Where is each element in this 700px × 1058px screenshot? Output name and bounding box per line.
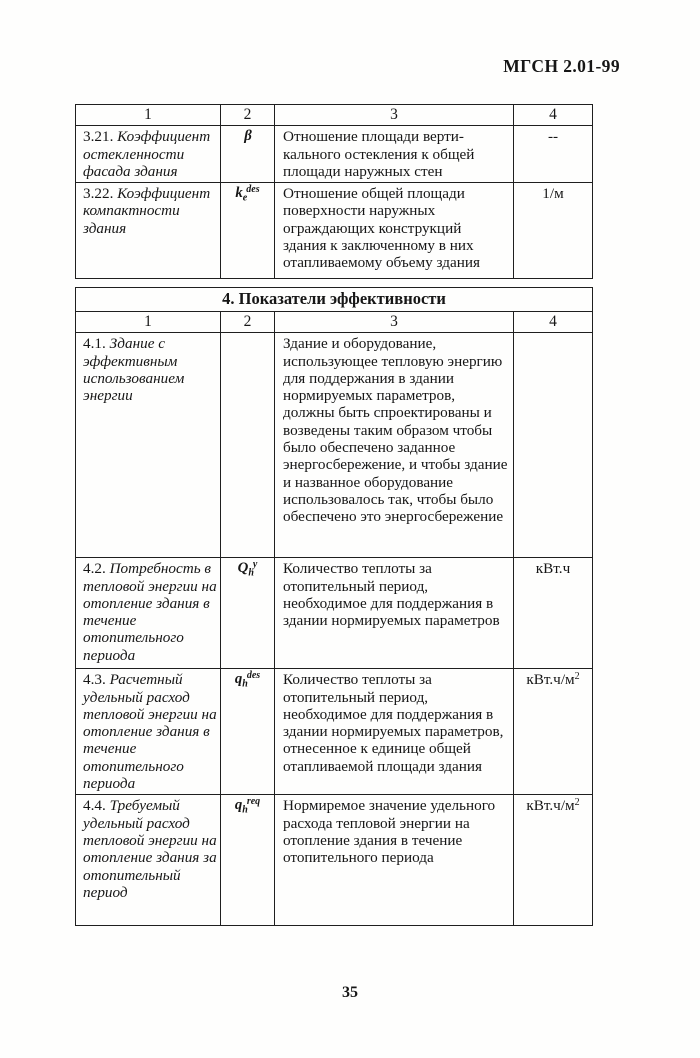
unit-superscript: 2 <box>574 671 580 683</box>
symbol-base: q <box>234 797 243 814</box>
symbol-cell: qhreq <box>220 794 275 927</box>
section-title: 4. Показатели эффективности <box>74 287 594 312</box>
symbol-superscript: des <box>246 669 261 681</box>
symbol-subscript: h <box>242 678 248 690</box>
table-row: 3.21. Коэффициент остекленности фасада з… <box>75 125 593 184</box>
row-number: 4.2. <box>83 560 106 578</box>
term-label: Потребность в тепловой энергии на отопле… <box>83 560 217 664</box>
term-label: Коэффициент компактности здания <box>83 185 211 237</box>
row-number: 3.21. <box>83 128 114 146</box>
term-label: Расчетный удельный расход тепловой энерг… <box>83 671 217 793</box>
symbol-cell: β <box>220 125 275 184</box>
effectiveness-indicators-table: 4. Показатели эффективности 1 2 3 4 4.1.… <box>74 287 594 927</box>
symbol-cell: qhdes <box>220 668 275 796</box>
definition-cell: Нормиремое значение удельного расхода те… <box>274 794 514 927</box>
unit-cell <box>512 332 594 559</box>
row-number: 4.3. <box>83 671 106 689</box>
symbol-base: Q <box>237 560 249 577</box>
unit-cell: кВт.ч <box>512 557 594 670</box>
table-row: 4.1. Здание с эффективным использованием… <box>75 332 594 559</box>
term-cell: 4.3. Расчетный удельный расход тепловой … <box>75 668 221 796</box>
row-number: 4.4. <box>83 797 106 815</box>
table-row: 3.22. Коэффициент компактности здания ke… <box>75 182 593 280</box>
term-cell: 3.22. Коэффициент компактности здания <box>75 182 221 280</box>
symbol-superscript: y <box>252 558 258 570</box>
unit-label: кВт.ч <box>535 560 571 578</box>
definition-cell: Отношение общей площади поверхности нару… <box>274 182 514 280</box>
unit-label: -- <box>547 128 559 146</box>
page-number: 35 <box>342 984 358 1001</box>
unit-superscript: 2 <box>574 797 580 809</box>
column-header-1: 1 <box>75 103 221 127</box>
column-number-row: 1 2 3 4 <box>75 103 593 127</box>
column-header-4: 4 <box>512 310 594 334</box>
unit-label: кВт.ч/м <box>526 797 575 815</box>
unit-cell: 1/м <box>513 182 593 280</box>
symbol-superscript: req <box>246 795 261 807</box>
symbol-base: k <box>235 185 243 202</box>
definition-cell: Количество теплоты за отопительный перио… <box>274 557 514 670</box>
symbol-subscript: e <box>242 192 248 204</box>
term-label: Здание с эффективным использованием энер… <box>83 335 185 405</box>
symbol-cell: Qhy <box>220 557 275 670</box>
term-cell: 4.1. Здание с эффективным использованием… <box>75 332 221 559</box>
section-title-row: 4. Показатели эффективности <box>74 287 594 312</box>
table-row: 4.4. Требуемый удельный расход тепловой … <box>75 794 594 927</box>
symbol-subscript: h <box>248 567 254 579</box>
unit-label: 1/м <box>542 185 564 203</box>
indicators-table-continuation: 1 2 3 4 3.21. Коэффициент остекленности … <box>75 103 593 280</box>
unit-cell: кВт.ч/м2 <box>512 794 594 927</box>
term-label: Коэффициент остекленности фасада здания <box>83 128 211 180</box>
column-header-2: 2 <box>220 310 275 334</box>
term-label: Требуемый удельный расход тепловой энерг… <box>83 797 217 901</box>
term-cell: 4.2. Потребность в тепловой энергии на о… <box>75 557 221 670</box>
symbol-cell <box>220 332 275 559</box>
symbol-cell: kedes <box>220 182 275 280</box>
definition-cell: Отношение площади верти-кального остекле… <box>274 125 514 184</box>
row-number: 3.22. <box>83 185 114 203</box>
symbol-superscript: des <box>246 183 260 195</box>
column-header-3: 3 <box>274 310 514 334</box>
document-reference-header: МГСН 2.01-99 <box>503 56 620 76</box>
column-header-2: 2 <box>220 103 275 127</box>
unit-cell: -- <box>513 125 593 184</box>
symbol-base: q <box>234 671 243 688</box>
column-header-3: 3 <box>274 103 514 127</box>
definition-cell: Количество теплоты за отопительный перио… <box>274 668 514 796</box>
symbol-base: β <box>244 128 252 145</box>
unit-cell: кВт.ч/м2 <box>512 668 594 796</box>
column-number-row: 1 2 3 4 <box>75 310 594 334</box>
definition-cell: Здание и оборудование, использующее тепл… <box>274 332 514 559</box>
table-row: 4.2. Потребность в тепловой энергии на о… <box>75 557 594 670</box>
column-header-1: 1 <box>75 310 221 334</box>
term-cell: 4.4. Требуемый удельный расход тепловой … <box>75 794 221 927</box>
term-cell: 3.21. Коэффициент остекленности фасада з… <box>75 125 221 184</box>
unit-label: кВт.ч/м <box>526 671 575 689</box>
row-number: 4.1. <box>83 335 106 353</box>
symbol-subscript: h <box>242 804 248 816</box>
column-header-4: 4 <box>513 103 593 127</box>
table-row: 4.3. Расчетный удельный расход тепловой … <box>75 668 594 796</box>
